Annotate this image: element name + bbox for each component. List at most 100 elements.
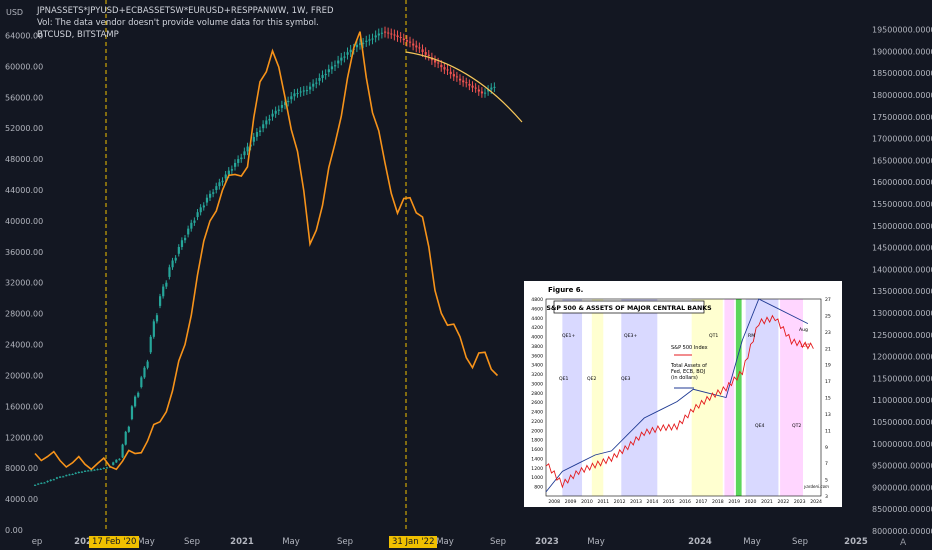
x-tick-label: May [436, 537, 454, 547]
inset-y-left-tick: 3200 [531, 372, 543, 378]
btc-candle-body [93, 469, 96, 471]
legend-series-assets[interactable]: JPNASSETS*JPYUSD+ECBASSETSW*EURUSD+RESPP… [37, 6, 334, 16]
btc-candle-body [118, 458, 121, 460]
auto-scale-icon[interactable]: A [900, 538, 907, 548]
btc-candle [340, 52, 343, 66]
btc-candle-body [368, 39, 371, 41]
btc-candle-body [102, 467, 105, 469]
btc-candle [346, 47, 349, 60]
btc-candle-body [121, 444, 124, 458]
btc-candle [280, 100, 284, 113]
btc-candle [196, 209, 199, 221]
btc-candle [93, 469, 96, 471]
btc-candle [265, 116, 268, 129]
y-right-tick: 8500000.000000000 [872, 505, 932, 514]
btc-candle-body [449, 71, 452, 75]
btc-candle-body [80, 471, 84, 473]
btc-candle [34, 484, 37, 486]
btc-candle-body [159, 296, 162, 306]
inset-y-left-tick: 4600 [531, 306, 543, 312]
btc-candle-body [480, 91, 484, 94]
btc-candle-body [262, 124, 265, 129]
btc-candle [134, 395, 137, 408]
x-tick-label: May [282, 537, 300, 547]
btc-candle [152, 319, 155, 339]
btc-candle-body [196, 212, 199, 218]
legend-series-btc[interactable]: BTCUSD, BITSTAMP [37, 30, 119, 40]
y-left-tick: 20000.00 [5, 371, 43, 380]
btc-candle [87, 469, 90, 472]
btc-candle-body [424, 52, 427, 55]
inset-sp500-line [545, 314, 814, 489]
inset-y-right-tick: 15 [825, 396, 831, 402]
btc-candle [412, 38, 415, 51]
btc-candle [405, 35, 409, 47]
btc-candle-body [349, 49, 352, 53]
inset-y-right-tick: 19 [825, 363, 831, 369]
btc-candle [65, 474, 68, 477]
inset-annotation: QE3 [621, 376, 631, 382]
btc-candle-body [359, 43, 362, 45]
btc-candle [224, 170, 227, 182]
y-right-tick: 10500000.000000000 [872, 418, 932, 427]
btc-candle [155, 313, 159, 324]
btc-candle-body [402, 38, 405, 41]
btc-candle [212, 188, 215, 198]
btc-candle [187, 225, 190, 238]
inset-regime-band [591, 299, 604, 496]
btc-candle-body [171, 260, 174, 268]
btc-candle-body [384, 31, 387, 33]
crosshair-badge-1: 17 Feb '20 [89, 536, 140, 548]
btc-candle-body [190, 222, 193, 229]
btc-candle [477, 85, 480, 96]
btc-candle-body [477, 89, 480, 92]
btc-candle-body [143, 367, 146, 378]
btc-candle-body [112, 462, 115, 465]
y-right-tick: 18000000.000000000 [872, 91, 932, 100]
btc-candle [330, 61, 334, 74]
btc-candle-body [165, 282, 168, 287]
inset-x-tick: 2013 [630, 499, 642, 505]
btc-candle-body [327, 69, 330, 73]
y-right-tick: 14500000.000000000 [872, 244, 932, 253]
btc-candle-body [365, 40, 368, 43]
btc-candle [102, 467, 105, 470]
inset-title: S&P 500 & ASSETS OF MAJOR CENTRAL BANKS [546, 305, 712, 312]
y-right-tick: 19000000.000000000 [872, 47, 932, 56]
btc-candle [37, 483, 40, 485]
y-right-tick: 18500000.000000000 [872, 69, 932, 78]
btc-candle-body [387, 32, 390, 34]
y-right-tick: 14000000.000000000 [872, 265, 932, 274]
btc-candle [362, 37, 365, 49]
btc-candle [493, 82, 496, 93]
btc-candle [190, 219, 193, 232]
inset-y-left-tick: 3000 [531, 381, 543, 387]
btc-candle [255, 128, 259, 141]
btc-candle-body [155, 315, 159, 322]
btc-candle-body [399, 37, 402, 38]
btc-candle-body [59, 476, 62, 478]
btc-candle [321, 70, 324, 83]
btc-candle [115, 459, 118, 464]
btc-candle-body [221, 180, 224, 183]
btc-candle-body [90, 470, 93, 472]
x-tick-label: Sep [792, 537, 808, 547]
btc-candle-body [187, 228, 190, 235]
inset-legend-assets: (in dollars) [671, 375, 698, 381]
btc-candle-body [62, 476, 65, 478]
btc-candle-body [418, 47, 421, 49]
inset-annotation: yardeni.com [803, 484, 829, 489]
btc-candle-body [415, 45, 418, 48]
btc-candle [177, 244, 180, 257]
inset-regime-band [735, 299, 742, 496]
inset-y-right-tick: 27 [825, 297, 831, 303]
btc-candle [462, 75, 465, 87]
y-left-tick: 16000.00 [5, 402, 43, 411]
inset-annotation: QE1+ [562, 333, 575, 339]
btc-candle [487, 85, 490, 96]
btc-candle [302, 86, 305, 96]
btc-candle-body [324, 73, 327, 76]
btc-candle [180, 237, 184, 250]
btc-candle [368, 34, 371, 46]
